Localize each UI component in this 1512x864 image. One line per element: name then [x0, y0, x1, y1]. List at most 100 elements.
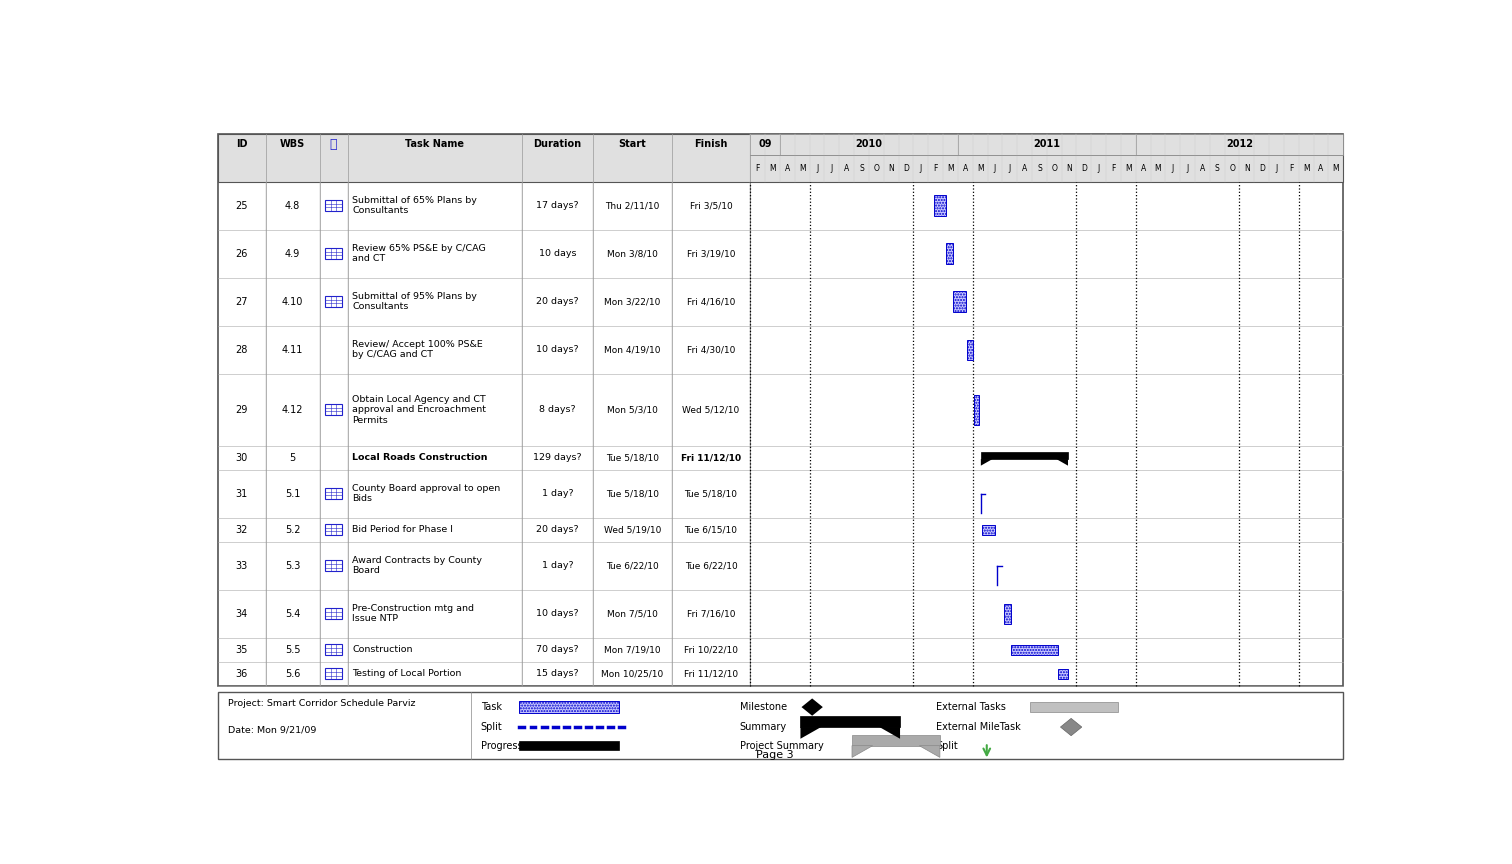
Text: Wed 5/12/10: Wed 5/12/10	[682, 405, 739, 414]
Text: Tue 6/22/10: Tue 6/22/10	[606, 562, 659, 570]
Text: F: F	[1290, 164, 1294, 173]
Text: 10 days?: 10 days?	[537, 345, 579, 354]
Text: 27: 27	[236, 296, 248, 307]
Bar	[218, 181, 1343, 230]
Text: Date: Mon 9/21/09: Date: Mon 9/21/09	[228, 726, 316, 735]
Polygon shape	[1057, 459, 1067, 466]
Text: 17 days?: 17 days?	[537, 201, 579, 210]
Text: Mon 4/19/10: Mon 4/19/10	[603, 345, 661, 354]
Bar	[218, 518, 1343, 542]
Text: 30: 30	[236, 453, 248, 463]
Text: 33: 33	[236, 561, 248, 571]
Text: D: D	[903, 164, 909, 173]
Bar	[218, 662, 1343, 686]
Text: 10 days: 10 days	[538, 249, 576, 258]
Text: J: J	[1276, 164, 1278, 173]
Polygon shape	[880, 727, 900, 739]
Bar	[981, 452, 1067, 459]
Bar	[325, 561, 342, 571]
Polygon shape	[1060, 718, 1081, 736]
Bar	[218, 590, 1343, 638]
Bar	[325, 200, 342, 211]
Text: J: J	[1009, 164, 1012, 173]
Text: Award Contracts by County
Board: Award Contracts by County Board	[352, 556, 482, 575]
Bar	[520, 741, 618, 750]
Bar	[218, 692, 1343, 759]
Text: Submittal of 65% Plans by
Consultants: Submittal of 65% Plans by Consultants	[352, 196, 478, 215]
Text: Milestone: Milestone	[739, 702, 786, 712]
Text: 5.1: 5.1	[284, 489, 301, 499]
Text: Mon 7/5/10: Mon 7/5/10	[606, 609, 658, 619]
Text: M: M	[947, 164, 954, 173]
Bar	[953, 291, 966, 312]
Bar	[218, 134, 1343, 686]
Text: J: J	[830, 164, 833, 173]
Bar	[1136, 134, 1343, 156]
Text: S: S	[1037, 164, 1042, 173]
Bar	[1012, 645, 1057, 655]
Bar	[218, 373, 1343, 446]
Text: Mon 3/22/10: Mon 3/22/10	[605, 297, 661, 306]
Text: Fri 11/12/10: Fri 11/12/10	[680, 454, 741, 462]
Text: F: F	[933, 164, 937, 173]
Text: A: A	[963, 164, 968, 173]
Text: 35: 35	[236, 645, 248, 655]
Text: S: S	[1214, 164, 1220, 173]
Text: A: A	[1201, 164, 1205, 173]
Text: 5.2: 5.2	[284, 524, 301, 535]
Bar	[780, 134, 959, 156]
Text: 4.9: 4.9	[284, 249, 301, 258]
Text: 4.11: 4.11	[281, 345, 304, 354]
Text: F: F	[1111, 164, 1116, 173]
Text: 26: 26	[236, 249, 248, 258]
Text: 28: 28	[236, 345, 248, 354]
Text: Construction: Construction	[352, 645, 413, 654]
Text: Thu 2/11/10: Thu 2/11/10	[605, 201, 659, 210]
Text: Fri 7/16/10: Fri 7/16/10	[686, 609, 735, 619]
Bar	[218, 638, 1343, 662]
Polygon shape	[919, 746, 940, 758]
Bar	[851, 735, 940, 746]
Text: 2012: 2012	[1226, 139, 1253, 149]
Text: Mon 5/3/10: Mon 5/3/10	[606, 405, 658, 414]
Text: Task: Task	[481, 702, 502, 712]
Text: Mon 10/25/10: Mon 10/25/10	[602, 670, 664, 678]
Text: A: A	[1022, 164, 1027, 173]
Text: Fri 4/16/10: Fri 4/16/10	[686, 297, 735, 306]
Text: 5.5: 5.5	[284, 645, 301, 655]
Bar	[218, 277, 1343, 326]
Text: Fri 3/19/10: Fri 3/19/10	[686, 249, 735, 258]
Bar	[325, 296, 342, 307]
Text: Pre-Construction mtg and
Issue NTP: Pre-Construction mtg and Issue NTP	[352, 604, 475, 624]
Text: 4.10: 4.10	[281, 296, 304, 307]
Bar	[325, 524, 342, 535]
Bar	[325, 608, 342, 619]
Text: A: A	[1140, 164, 1146, 173]
Text: Tue 6/22/10: Tue 6/22/10	[685, 562, 738, 570]
Bar	[218, 134, 1343, 181]
Text: O: O	[1229, 164, 1235, 173]
Text: WBS: WBS	[280, 139, 305, 149]
Text: 4.12: 4.12	[281, 404, 304, 415]
Text: County Board approval to open
Bids: County Board approval to open Bids	[352, 484, 500, 504]
Text: ID: ID	[236, 139, 248, 149]
Text: A: A	[1318, 164, 1323, 173]
Text: External Tasks: External Tasks	[936, 702, 1007, 712]
Polygon shape	[981, 459, 992, 466]
Text: 15 days?: 15 days?	[537, 670, 579, 678]
Text: Review 65% PS&E by C/CAG
and CT: Review 65% PS&E by C/CAG and CT	[352, 244, 485, 264]
Text: 5.4: 5.4	[284, 609, 301, 619]
Text: N: N	[1066, 164, 1072, 173]
Text: M: M	[1155, 164, 1161, 173]
Text: Local Roads Construction: Local Roads Construction	[352, 454, 488, 462]
Text: 09: 09	[759, 139, 773, 149]
Text: Summary: Summary	[739, 722, 786, 732]
Bar	[966, 340, 972, 359]
Bar	[218, 326, 1343, 373]
Text: J: J	[993, 164, 996, 173]
Bar	[1030, 702, 1117, 713]
Text: Tue 6/15/10: Tue 6/15/10	[685, 525, 738, 534]
Bar	[325, 669, 342, 679]
Bar	[974, 395, 980, 425]
Text: J: J	[1187, 164, 1188, 173]
